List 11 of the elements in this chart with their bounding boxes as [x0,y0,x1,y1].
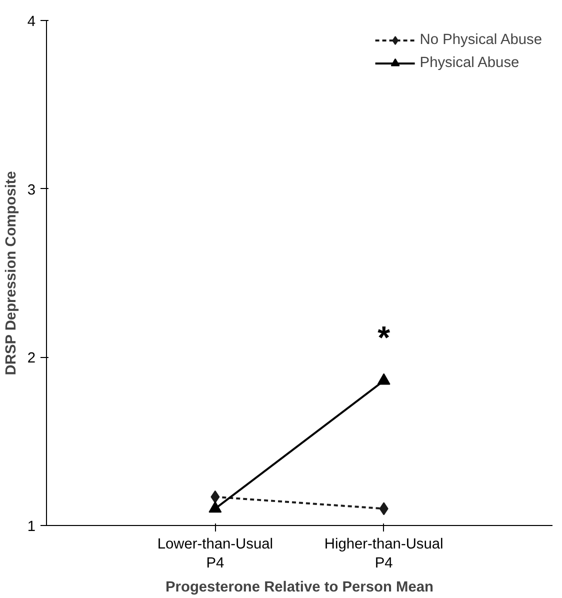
y-axis-title: DRSP Depression Composite [3,171,20,376]
y-tick-label: 1 [27,519,36,535]
legend-label: Physical Abuse [420,55,520,71]
y-tick-label: 3 [27,182,36,198]
y-tick-label: 4 [27,14,36,30]
legend-label: No Physical Abuse [420,32,542,48]
x-tick-label: Higher-than-Usual P4 [324,536,444,572]
x-tick-label: Lower-than-Usual P4 [157,536,274,572]
y-tick-label: 2 [27,350,36,367]
x-axis-title: Progesterone Relative to Person Mean [166,580,434,596]
annotation: * [378,320,391,356]
